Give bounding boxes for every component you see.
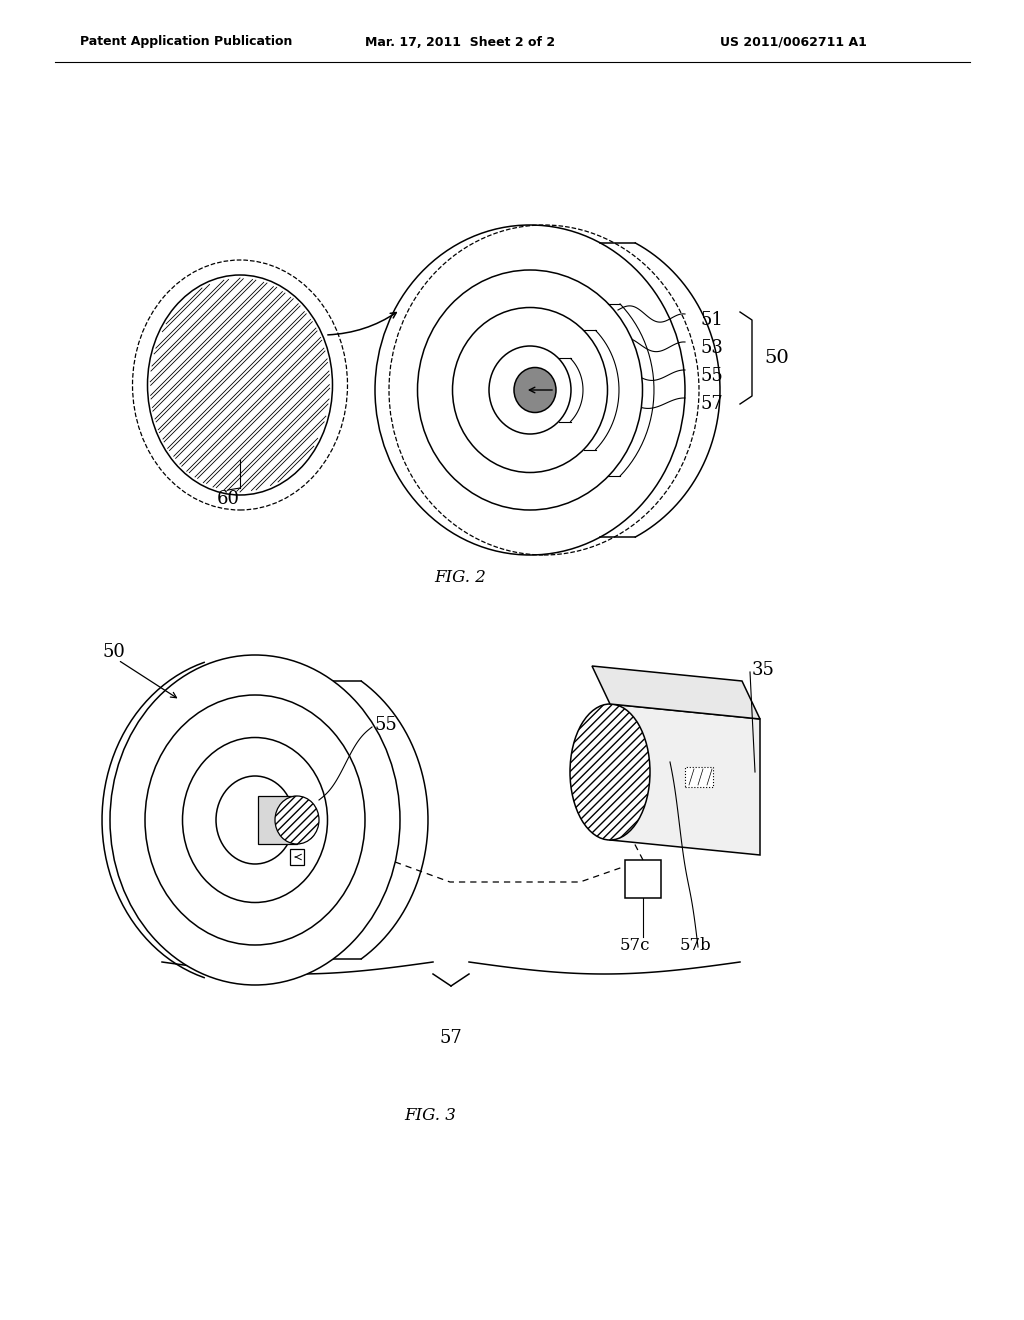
Text: Patent Application Publication: Patent Application Publication bbox=[80, 36, 293, 49]
Bar bbox=[625, 861, 662, 898]
Text: 55: 55 bbox=[375, 715, 397, 734]
Ellipse shape bbox=[110, 655, 400, 985]
Ellipse shape bbox=[453, 308, 607, 473]
Ellipse shape bbox=[514, 367, 556, 412]
Text: 57a: 57a bbox=[190, 933, 221, 950]
Ellipse shape bbox=[147, 275, 333, 495]
Ellipse shape bbox=[145, 696, 365, 945]
Ellipse shape bbox=[418, 271, 642, 510]
Text: FIG. 3: FIG. 3 bbox=[404, 1106, 456, 1123]
Text: 57: 57 bbox=[700, 395, 723, 413]
Text: 50: 50 bbox=[102, 643, 125, 661]
Ellipse shape bbox=[489, 346, 571, 434]
Ellipse shape bbox=[182, 738, 328, 903]
Text: Mar. 17, 2011  Sheet 2 of 2: Mar. 17, 2011 Sheet 2 of 2 bbox=[365, 36, 555, 49]
Bar bbox=[290, 849, 304, 865]
Text: 57b: 57b bbox=[680, 936, 712, 953]
Text: 57c: 57c bbox=[620, 936, 650, 953]
Polygon shape bbox=[258, 796, 297, 843]
Text: 55: 55 bbox=[700, 367, 723, 385]
Polygon shape bbox=[592, 667, 760, 719]
Text: FIG. 2: FIG. 2 bbox=[434, 569, 486, 586]
Polygon shape bbox=[610, 704, 760, 855]
Text: US 2011/0062711 A1: US 2011/0062711 A1 bbox=[720, 36, 867, 49]
Text: 60: 60 bbox=[216, 490, 240, 508]
Ellipse shape bbox=[570, 704, 650, 840]
Ellipse shape bbox=[216, 776, 294, 865]
Bar bbox=[685, 767, 713, 787]
Text: 53: 53 bbox=[700, 339, 723, 356]
Text: 51: 51 bbox=[700, 312, 723, 329]
Ellipse shape bbox=[275, 796, 319, 843]
Text: 35: 35 bbox=[752, 661, 775, 678]
Text: 57: 57 bbox=[439, 1030, 463, 1047]
Text: 50: 50 bbox=[764, 348, 788, 367]
